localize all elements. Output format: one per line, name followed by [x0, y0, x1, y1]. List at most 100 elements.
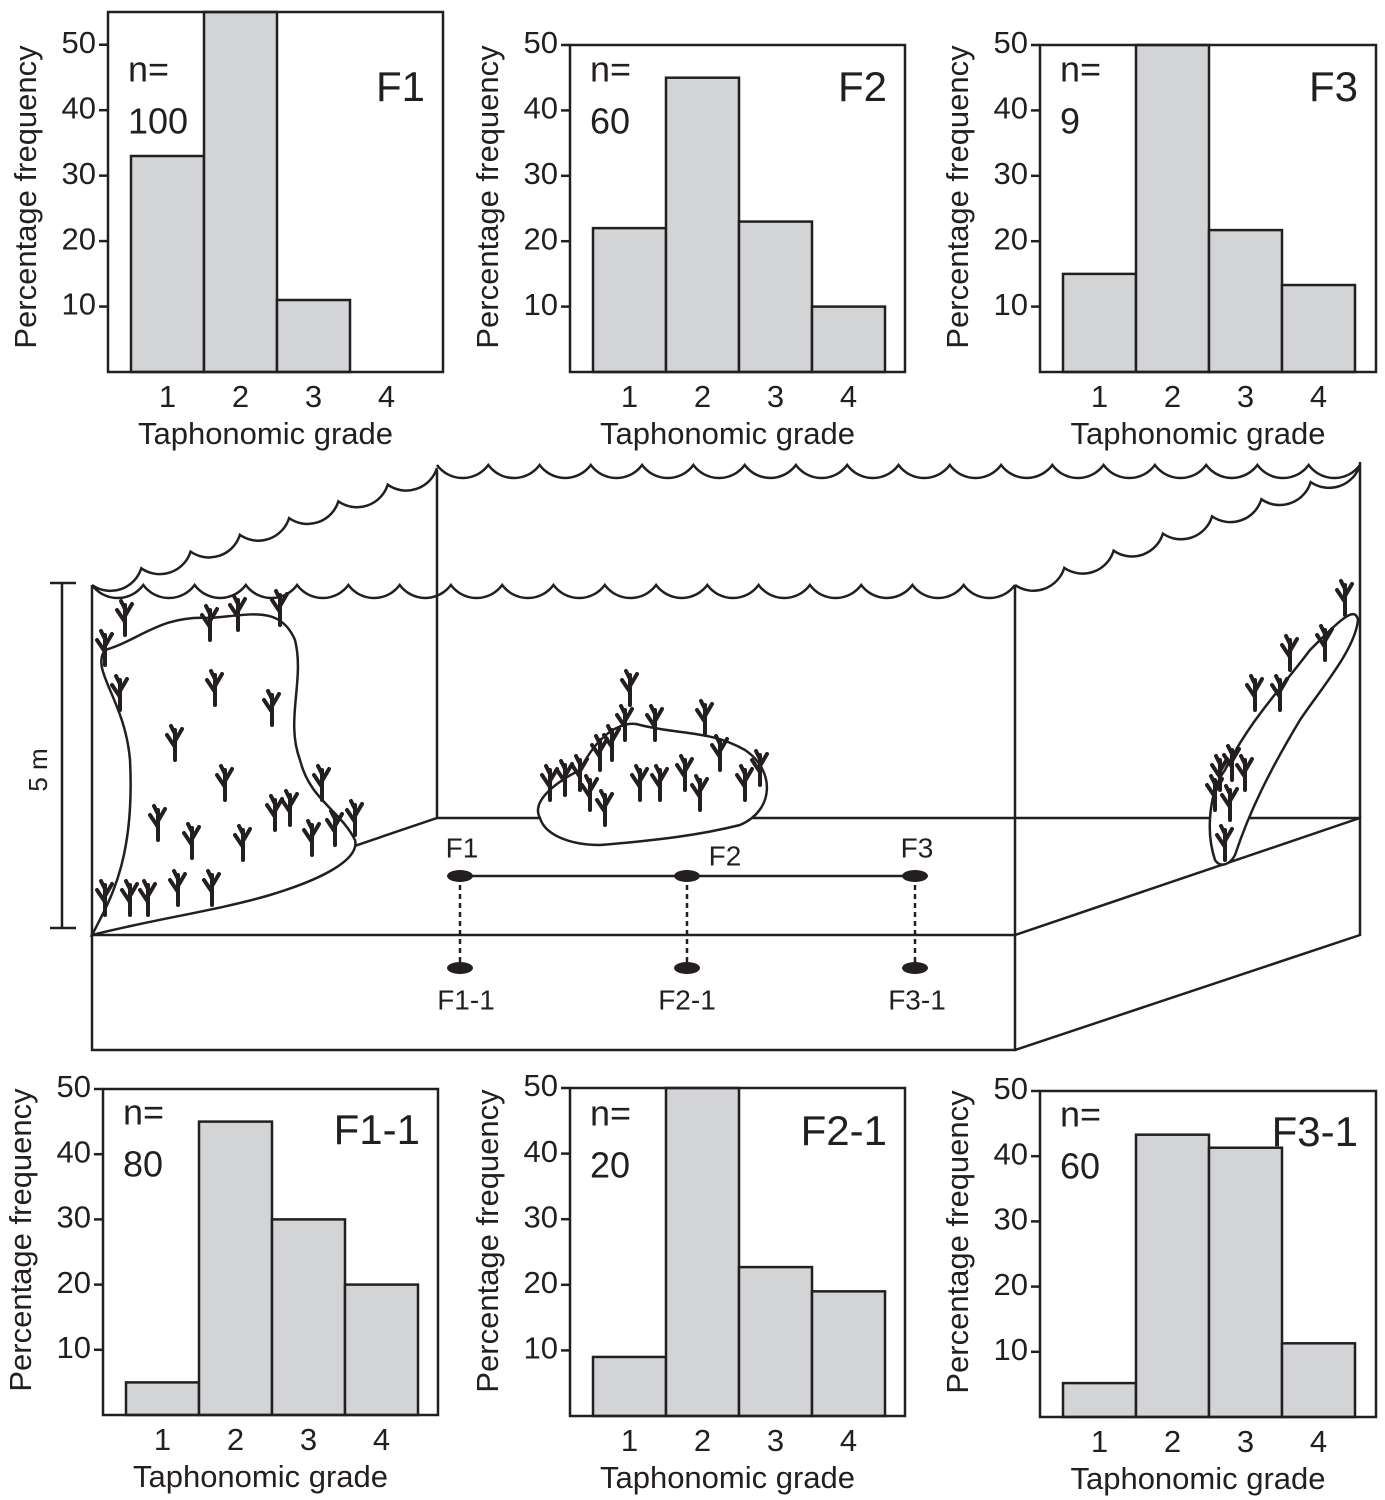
block-right	[1015, 818, 1360, 1050]
sample-size: n=	[1060, 49, 1101, 90]
site-label: F2	[709, 840, 742, 871]
y-tick-label: 30	[57, 1200, 91, 1235]
x-axis-title: Taphonomic grade	[600, 1460, 855, 1495]
y-tick-label: 50	[994, 25, 1028, 60]
sample-size: 60	[1060, 1146, 1100, 1187]
x-axis-title: Taphonomic grade	[133, 1459, 388, 1494]
x-tick-label: 2	[1164, 1424, 1181, 1459]
y-tick-label: 10	[994, 1332, 1028, 1367]
bar	[593, 1357, 666, 1416]
page: 5 m F1 F2 F3 F1-1 F2-1 F3-1 1 2 3 4 10 20 30 40…	[0, 0, 1385, 1500]
y-tick-label: 50	[524, 25, 558, 60]
histogram-panel: 12341020304050Taphonomic gradePercentage…	[3, 1069, 438, 1494]
y-tick-label: 40	[62, 90, 96, 125]
y-tick-label: 30	[524, 1199, 558, 1234]
x-axis-title: Taphonomic grade	[1070, 416, 1325, 451]
x-tick-label: 2	[694, 1423, 711, 1458]
bar	[1282, 1343, 1355, 1417]
site-label: F2-1	[658, 984, 716, 1015]
y-axis-title: Percentage frequency	[470, 1089, 505, 1393]
y-tick-label: 30	[994, 1202, 1028, 1237]
histogram-panel: 12341020304050Taphonomic gradePercentage…	[470, 25, 905, 451]
y-tick-label: 50	[57, 1069, 91, 1104]
coral	[1282, 636, 1297, 670]
y-tick-label: 50	[62, 25, 96, 60]
y-tick-label: 10	[62, 287, 96, 322]
panel-label: F3-1	[1272, 1108, 1358, 1155]
y-tick-label: 30	[62, 156, 96, 191]
sample-point	[674, 962, 700, 974]
y-axis-title: Percentage frequency	[8, 45, 43, 349]
panel-label: F1	[376, 63, 425, 110]
y-tick-label: 30	[524, 156, 558, 191]
water-surface	[92, 465, 1360, 598]
x-tick-label: 3	[767, 1423, 784, 1458]
x-tick-label: 2	[227, 1422, 244, 1457]
y-tick-label: 40	[524, 1134, 558, 1169]
y-tick-label: 10	[57, 1330, 91, 1365]
y-axis-title: Percentage frequency	[3, 1088, 38, 1392]
y-tick-label: 40	[994, 91, 1028, 126]
sample-size: n=	[590, 1093, 631, 1134]
y-tick-label: 50	[994, 1071, 1028, 1106]
y-axis-title: Percentage frequency	[940, 45, 975, 349]
sample-point	[902, 870, 928, 882]
site-label: F3	[901, 832, 934, 863]
bar	[1209, 1148, 1282, 1417]
x-tick-label: 4	[1310, 1424, 1327, 1459]
x-tick-label: 1	[621, 1423, 638, 1458]
y-axis-title: Percentage frequency	[470, 45, 505, 349]
sample-size: n=	[128, 49, 169, 90]
sample-size: n=	[590, 49, 631, 90]
coral	[697, 701, 712, 735]
x-tick-label: 3	[1237, 379, 1254, 414]
x-tick-label: 4	[1310, 379, 1327, 414]
bar	[1136, 45, 1209, 372]
y-tick-label: 20	[62, 221, 96, 256]
bar	[593, 228, 666, 372]
x-tick-label: 1	[621, 379, 638, 414]
y-tick-label: 20	[994, 221, 1028, 256]
y-tick-label: 40	[524, 91, 558, 126]
block-front	[92, 935, 1015, 1050]
y-tick-label: 20	[524, 1265, 558, 1300]
bar	[204, 12, 277, 372]
bar	[1282, 285, 1355, 372]
panel-label: F2	[838, 63, 887, 110]
bar	[272, 1219, 345, 1415]
site-label: F1	[446, 832, 479, 863]
x-tick-label: 3	[305, 379, 322, 414]
y-tick-label: 20	[524, 221, 558, 256]
block-diagram: 5 m F1 F2 F3 F1-1 F2-1 F3-1	[23, 462, 1360, 1050]
panel-label: F1-1	[334, 1106, 420, 1153]
bar	[666, 78, 739, 372]
bar	[1136, 1135, 1209, 1417]
x-tick-label: 1	[1091, 379, 1108, 414]
sample-point	[674, 870, 700, 882]
y-tick-label: 10	[994, 287, 1028, 322]
bar	[126, 1382, 199, 1415]
core-lines	[460, 876, 915, 968]
x-tick-label: 4	[378, 379, 395, 414]
bar	[131, 156, 204, 372]
y-tick-label: 20	[57, 1265, 91, 1300]
sample-size: 9	[1060, 101, 1080, 142]
coral	[1247, 676, 1262, 710]
x-tick-label: 1	[159, 379, 176, 414]
x-tick-label: 1	[1091, 1424, 1108, 1459]
y-tick-label: 10	[524, 1331, 558, 1366]
bar	[812, 1291, 885, 1416]
y-tick-label: 10	[524, 287, 558, 322]
x-tick-label: 4	[840, 379, 857, 414]
x-axis-title: Taphonomic grade	[1070, 1461, 1325, 1496]
sample-size: 60	[590, 101, 630, 142]
bar	[345, 1285, 418, 1415]
bar	[666, 1088, 739, 1416]
scale-bar	[50, 583, 76, 928]
x-tick-label: 4	[840, 1423, 857, 1458]
coral	[117, 601, 132, 635]
sample-point	[447, 962, 473, 974]
bar	[739, 222, 812, 372]
